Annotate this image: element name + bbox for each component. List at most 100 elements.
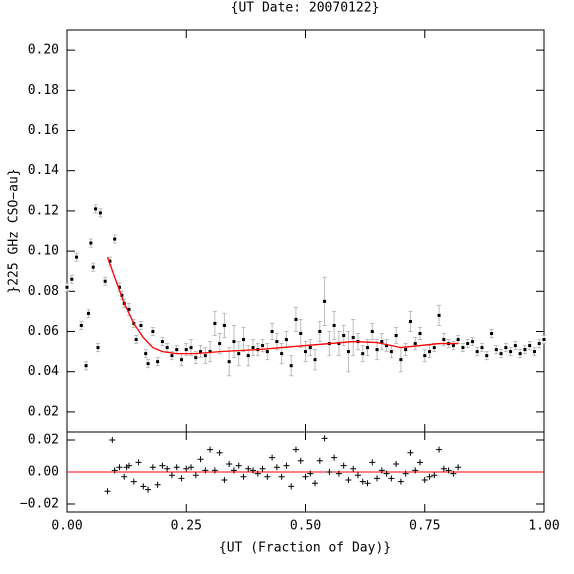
- residual-point: [312, 480, 319, 487]
- data-point: [466, 342, 470, 346]
- x-tick-label: 0.25: [171, 519, 202, 534]
- residual-point: [288, 483, 295, 490]
- data-point: [408, 319, 412, 323]
- residual-point: [426, 473, 433, 480]
- residual-point: [159, 462, 166, 469]
- residual-point: [183, 465, 190, 472]
- data-point: [456, 338, 460, 342]
- data-point: [375, 348, 379, 352]
- y-axis-label: }225 GHz CSO−au}: [7, 168, 22, 293]
- data-point: [227, 360, 231, 364]
- residual-point: [412, 467, 419, 474]
- residual-point: [254, 470, 261, 477]
- data-point: [222, 323, 226, 327]
- data-point: [351, 336, 355, 340]
- y-tick-label: 0.18: [28, 83, 59, 98]
- data-point: [94, 207, 98, 211]
- residual-point: [230, 467, 237, 474]
- data-point: [451, 344, 455, 348]
- data-point: [432, 346, 436, 350]
- data-point: [304, 350, 307, 354]
- data-point: [84, 364, 88, 368]
- y-tick-label: 0.20: [28, 43, 59, 58]
- residual-point: [397, 478, 404, 485]
- data-point: [86, 311, 90, 315]
- data-point: [170, 354, 174, 358]
- data-point: [184, 348, 188, 352]
- y-tick-label: 0.14: [28, 163, 59, 178]
- x-tick-label: 0.00: [51, 519, 82, 534]
- data-point: [232, 340, 236, 344]
- data-point: [160, 340, 164, 344]
- data-point: [523, 348, 527, 352]
- data-point: [504, 346, 508, 350]
- data-point: [275, 340, 279, 344]
- data-point: [518, 352, 522, 356]
- data-point: [237, 352, 241, 356]
- residual-point: [316, 457, 323, 464]
- residual-point: [292, 446, 299, 453]
- data-point: [513, 344, 517, 348]
- residual-point: [197, 456, 204, 463]
- x-axis-label: {UT (Fraction of Day)}: [219, 541, 391, 556]
- data-point: [437, 313, 441, 317]
- y-tick-label: −0.02: [20, 497, 59, 512]
- data-point: [179, 358, 183, 362]
- residual-point: [264, 473, 271, 480]
- residual-point: [126, 462, 133, 469]
- residual-point: [111, 467, 118, 474]
- residual-point: [364, 480, 371, 487]
- residual-point: [436, 446, 443, 453]
- residual-point: [335, 470, 342, 477]
- residual-point: [378, 467, 385, 474]
- fit-line: [106, 256, 459, 355]
- residual-point: [168, 472, 175, 479]
- data-point: [385, 344, 389, 348]
- data-point: [413, 342, 417, 346]
- data-point: [113, 237, 117, 241]
- residual-point: [116, 464, 123, 471]
- residual-point: [416, 459, 423, 466]
- data-point: [380, 340, 384, 344]
- data-point: [175, 348, 179, 352]
- residual-point: [421, 477, 428, 483]
- y-tick-label: 0.08: [28, 284, 59, 299]
- y-tick-label: 0.00: [28, 465, 59, 480]
- y-tick-label: 0.02: [28, 404, 59, 419]
- data-point: [366, 346, 370, 350]
- residual-point: [345, 477, 352, 483]
- residual-point: [121, 473, 128, 480]
- x-tick-label: 0.75: [409, 519, 440, 534]
- residual-point: [149, 464, 156, 471]
- data-point: [246, 354, 250, 358]
- residual-point: [178, 475, 185, 482]
- data-point: [480, 346, 484, 350]
- residual-point: [173, 464, 180, 471]
- residual-point: [154, 481, 161, 488]
- data-point: [461, 346, 465, 350]
- residual-point: [130, 478, 137, 485]
- residual-point: [192, 472, 199, 479]
- residual-point: [240, 473, 247, 480]
- residual-point: [259, 465, 266, 472]
- residual-point: [350, 465, 357, 472]
- data-point: [96, 346, 100, 350]
- residual-point: [245, 465, 252, 472]
- data-point: [313, 358, 317, 362]
- y-tick-label: 0.02: [28, 433, 59, 448]
- data-point: [165, 346, 169, 350]
- residual-point: [211, 467, 218, 474]
- data-point: [203, 354, 207, 358]
- data-point: [485, 354, 489, 358]
- data-point: [542, 338, 546, 342]
- residual-point: [307, 470, 314, 477]
- residual-point: [188, 464, 195, 471]
- residual-point: [374, 475, 381, 482]
- data-point: [394, 334, 398, 338]
- residual-point: [202, 467, 209, 474]
- data-point: [475, 350, 479, 354]
- residual-point: [326, 469, 333, 475]
- data-point: [103, 279, 107, 283]
- residual-point: [407, 449, 414, 456]
- data-point: [490, 332, 494, 336]
